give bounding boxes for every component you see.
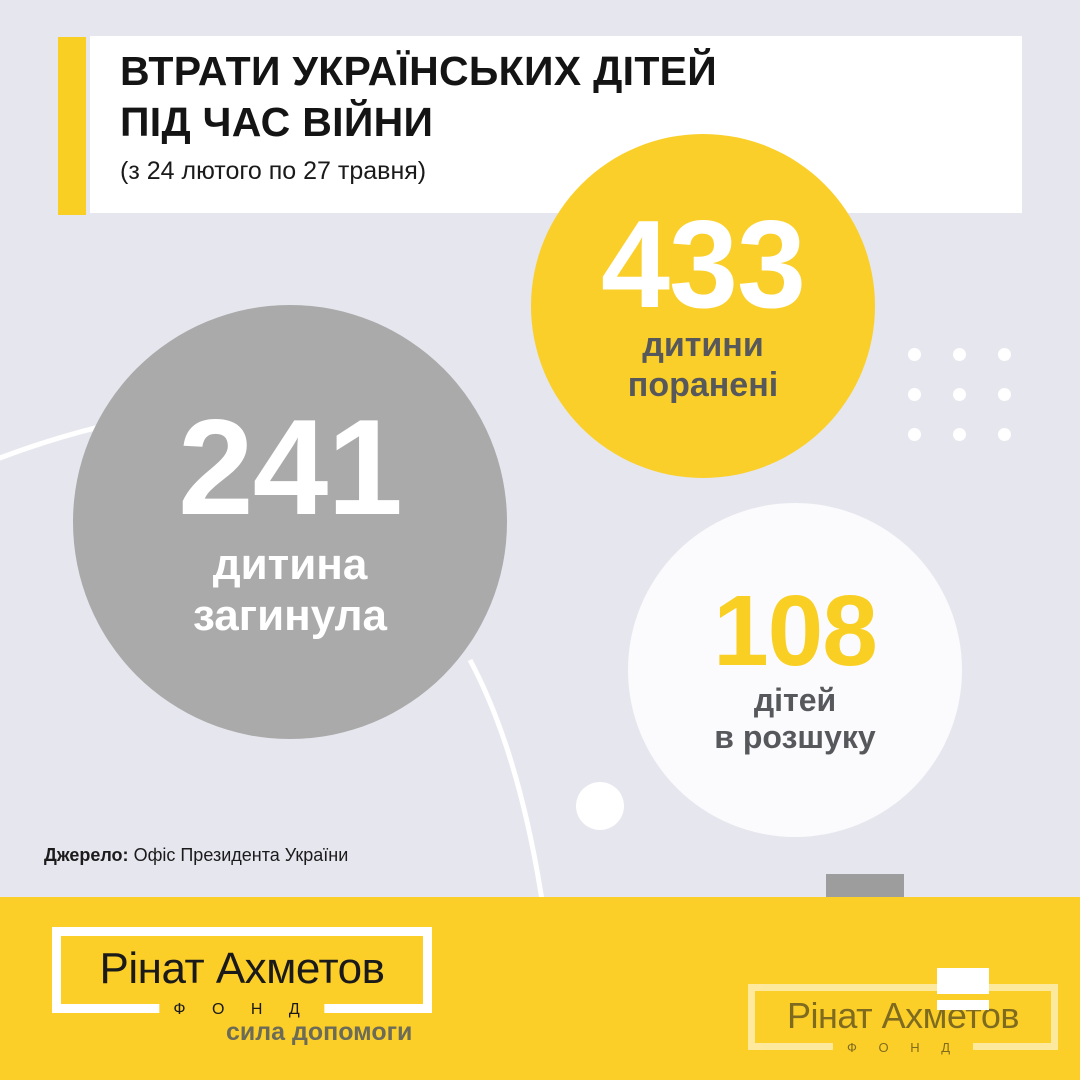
- header-text-block: ВТРАТИ УКРАЇНСЬКИХ ДІТЕЙ ПІД ЧАС ВІЙНИ (…: [120, 46, 900, 186]
- stat-label-wounded-line-1: дитини: [642, 326, 764, 365]
- dot-icon: [998, 388, 1011, 401]
- foundation-logo[interactable]: Рінат Ахметов Ф О Н Д: [52, 927, 432, 1019]
- footer-bar: Рінат Ахметов Ф О Н Д сила допомоги Ріна…: [0, 897, 1080, 1080]
- stat-label-wounded-line-2: поранені: [627, 365, 779, 404]
- dot-icon: [998, 428, 1011, 441]
- page-title-line-2: ПІД ЧАС ВІЙНИ: [120, 98, 434, 145]
- dot-icon: [908, 428, 921, 441]
- stat-circle-missing: 108 дітей в розшуку: [628, 503, 962, 837]
- stat-label-missing-line-2: в розшуку: [714, 719, 876, 755]
- foundation-logo-watermark: Рінат Ахметов Ф О Н Д: [748, 984, 1058, 1055]
- watermark-frame: Рінат Ахметов Ф О Н Д: [748, 984, 1058, 1055]
- dot-icon: [908, 388, 921, 401]
- logo-frame: Рінат Ахметов Ф О Н Д: [52, 927, 432, 1019]
- logo-name: Рінат Ахметов: [99, 944, 385, 993]
- accent-dot-icon: [576, 782, 624, 830]
- page-title-line-1: ВТРАТИ УКРАЇНСЬКИХ ДІТЕЙ: [120, 48, 718, 94]
- source-attribution: Джерело: Офіс Президента України: [44, 845, 348, 866]
- dot-icon: [998, 348, 1011, 361]
- dot-icon: [908, 348, 921, 361]
- dot-icon: [953, 388, 966, 401]
- stat-label-killed-line-2: загинула: [192, 590, 388, 640]
- stat-value-missing: 108: [713, 574, 878, 687]
- stat-label-killed-line-1: дитина: [212, 539, 368, 589]
- source-label: Джерело:: [44, 845, 129, 865]
- logo-tagline: сила допомоги: [226, 1018, 413, 1046]
- dot-icon: [953, 348, 966, 361]
- stat-label-missing-line-1: дітей: [753, 681, 837, 718]
- stat-value-killed: 241: [178, 391, 403, 544]
- stat-value-wounded: 433: [601, 195, 806, 334]
- header-panel: [90, 36, 1022, 213]
- logo-subtitle: Ф О Н Д: [159, 1001, 325, 1019]
- header-accent-bar: [58, 37, 86, 215]
- stat-circle-killed: 241 дитина загинула: [73, 305, 507, 739]
- source-value: Офіс Президента України: [128, 845, 349, 865]
- watermark-subtitle: Ф О Н Д: [832, 1040, 974, 1055]
- page-subtitle: (з 24 лютого по 27 травня): [120, 156, 427, 185]
- stat-circle-wounded: 433 дитини поранені: [531, 134, 875, 478]
- dot-icon: [953, 428, 966, 441]
- dot-grid-decoration: [908, 348, 1043, 468]
- watermark-name: Рінат Ахметов: [787, 995, 1019, 1036]
- watermark-tab-upper: [937, 968, 989, 994]
- watermark-tab-lower: [937, 1000, 989, 1010]
